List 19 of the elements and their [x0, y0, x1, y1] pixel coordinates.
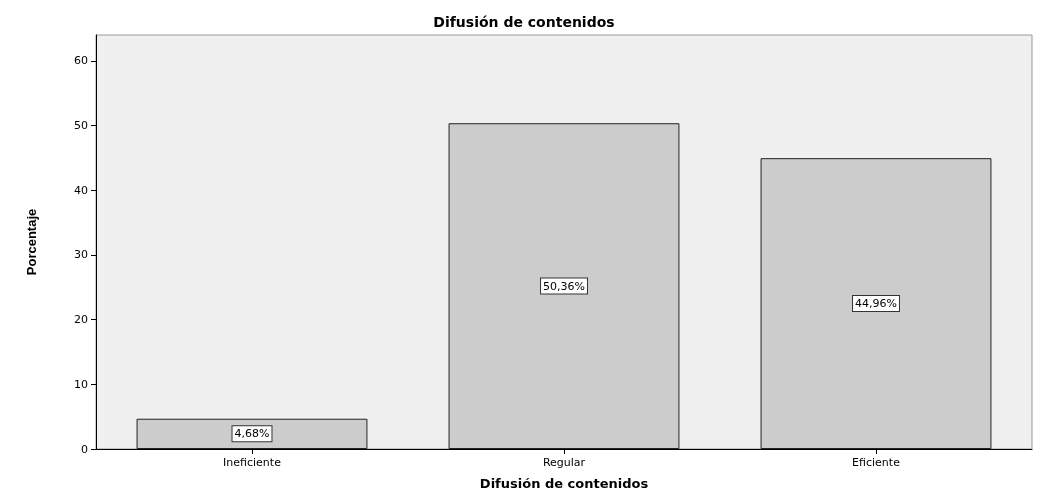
x-tick-label: Eficiente: [852, 456, 901, 469]
x-tick-label: Regular: [542, 456, 586, 469]
data-label: 50,36%: [543, 279, 585, 293]
x-axis-title: Difusión de contenidos: [479, 476, 649, 491]
y-tick-label: 20: [74, 313, 88, 327]
chart-title: Difusión de contenidos: [433, 14, 615, 30]
y-axis-title: Porcentaje: [24, 208, 39, 276]
y-tick-label: 0: [81, 442, 88, 456]
y-tick-label: 60: [74, 54, 88, 68]
y-tick-label: 50: [74, 119, 88, 133]
bar: [760, 158, 992, 449]
y-tick-label: 40: [74, 183, 88, 197]
y-tick-label: 10: [74, 377, 88, 391]
bar: [448, 123, 680, 449]
x-tick-label: Ineficiente: [223, 456, 282, 469]
bar: [136, 418, 368, 449]
data-label: 4,68%: [234, 427, 270, 441]
data-label: 44,96%: [855, 297, 897, 311]
y-tick-label: 30: [74, 248, 88, 262]
